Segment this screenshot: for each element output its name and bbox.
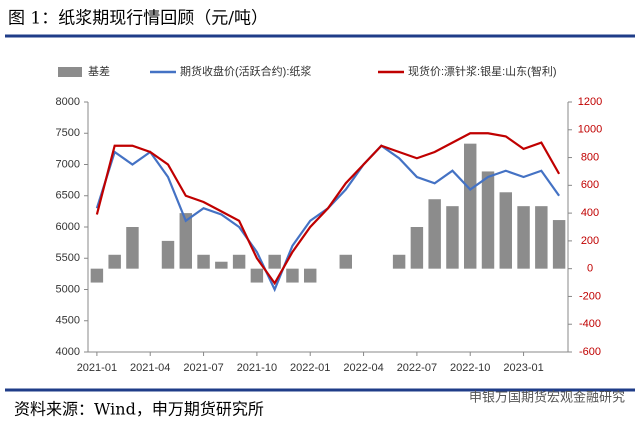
x-tick-label: 2022-04: [343, 362, 383, 374]
basis-bar: [517, 206, 530, 269]
basis-bar: [250, 268, 264, 283]
y2-tick-label: 0: [587, 263, 593, 275]
y2-tick-label: -200: [579, 290, 601, 302]
basis-bar: [268, 254, 281, 269]
y-tick-label: 7000: [56, 158, 80, 170]
basis-bar: [197, 254, 210, 269]
y-tick-label: 6000: [56, 221, 80, 233]
basis-bar: [410, 227, 424, 269]
x-tick-label: 2021-10: [237, 362, 277, 374]
y2-tick-label: 200: [581, 235, 599, 247]
basis-bar: [90, 268, 104, 283]
x-tick-label: 2021-07: [183, 362, 223, 374]
x-tick-label: 2022-07: [397, 362, 437, 374]
y2-tick-label: 1000: [578, 124, 602, 136]
y2-tick-label: -400: [579, 318, 601, 330]
basis-bar: [392, 254, 406, 269]
basis-bar: [304, 268, 317, 283]
basis-bar: [215, 261, 228, 269]
y-tick-label: 8000: [56, 96, 80, 108]
basis-bar: [499, 192, 512, 269]
basis-bar: [126, 227, 139, 269]
x-tick-label: 2022-01: [290, 362, 330, 374]
basis-bar: [481, 171, 495, 269]
y2-tick-label: 600: [581, 179, 599, 191]
legend-label: 基差: [88, 64, 110, 78]
basis-bar: [232, 254, 246, 269]
basis-bar: [339, 254, 352, 269]
basis-bar: [428, 199, 441, 269]
basis-bar: [446, 206, 459, 269]
basis-bar: [108, 254, 121, 269]
basis-bar: [286, 268, 299, 283]
source: 资料来源：Wind，申万期货研究所: [14, 400, 264, 419]
y-tick-label: 4000: [56, 346, 80, 358]
x-tick-label: 2022-10: [450, 362, 490, 374]
y2-tick-label: -600: [579, 346, 601, 358]
legend-label: 期货收盘价(活跃合约):纸浆: [180, 64, 311, 78]
x-tick-label: 2023-01: [503, 362, 543, 374]
y-tick-label: 5500: [56, 252, 80, 264]
x-tick-label: 2021-04: [130, 362, 170, 374]
basis-bar: [464, 143, 477, 269]
price-line: [95, 132, 561, 286]
y-tick-label: 4500: [56, 315, 80, 327]
watermark: 申银万国期货宏观金融研究: [469, 389, 625, 404]
x-tick-label: 2021-01: [77, 362, 117, 374]
basis-bar: [161, 240, 175, 269]
y2-tick-label: 400: [581, 207, 599, 219]
y-tick-label: 6500: [56, 190, 80, 202]
y-tick-label: 5000: [56, 283, 80, 295]
basis-bar: [179, 213, 192, 269]
y2-tick-label: 1200: [578, 96, 602, 108]
legend-swatch: [58, 67, 82, 77]
chart-title: 图 1：纸浆期现行情回顾（元/吨）: [8, 9, 268, 29]
y-tick-label: 7500: [56, 127, 80, 139]
basis-bar: [552, 220, 566, 269]
legend-label: 现货价:漂针浆:银星:山东(智利): [408, 64, 557, 78]
basis-bar: [535, 206, 548, 269]
y2-tick-label: 800: [581, 151, 599, 163]
